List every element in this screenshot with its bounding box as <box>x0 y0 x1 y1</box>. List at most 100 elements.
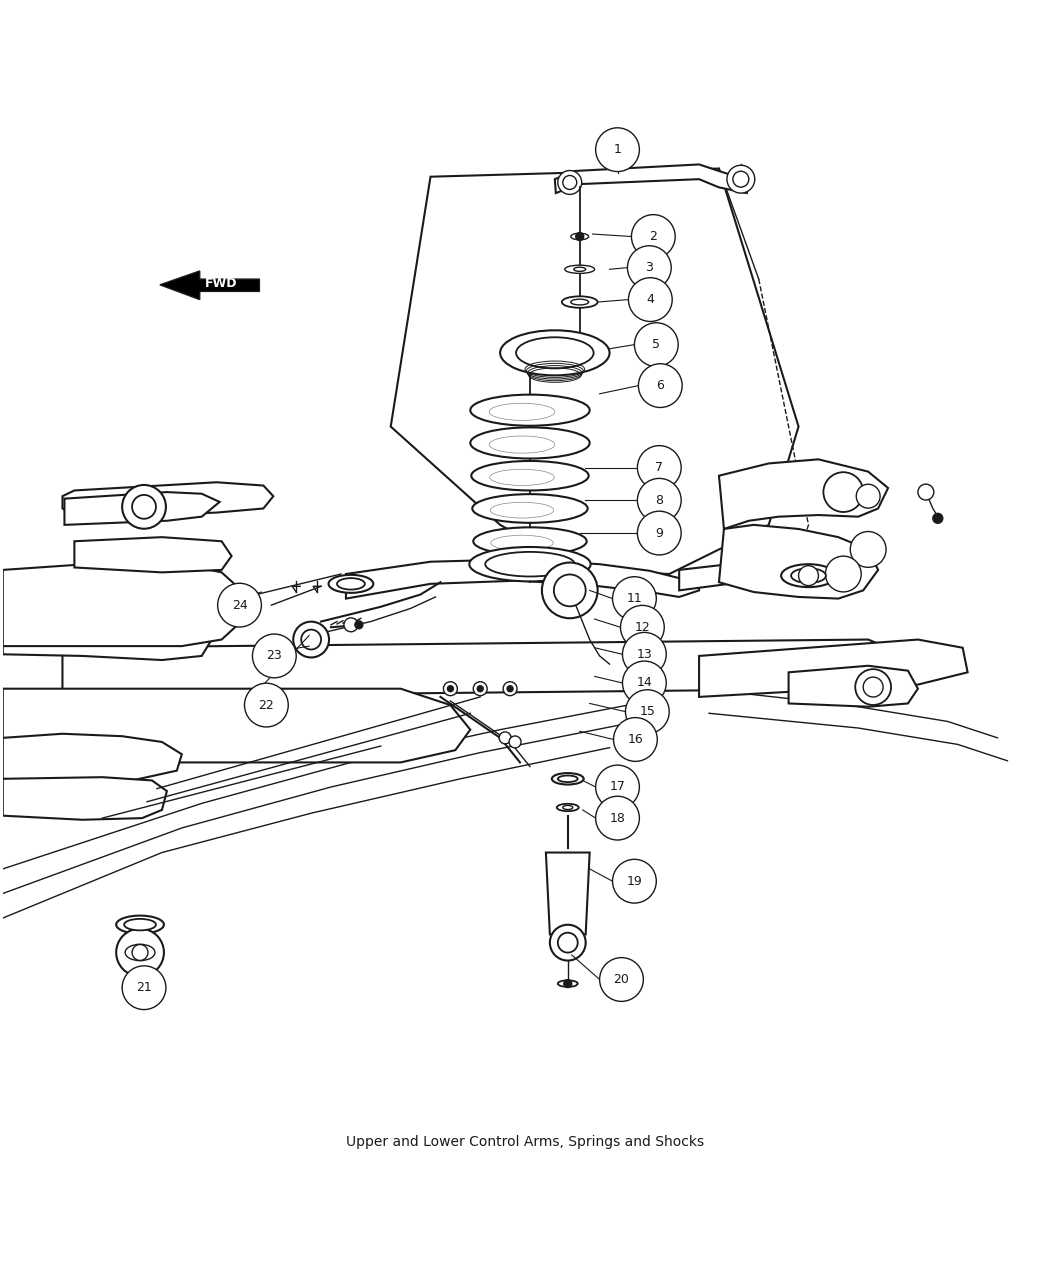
Text: 7: 7 <box>655 462 664 474</box>
Circle shape <box>217 583 261 627</box>
Circle shape <box>595 797 639 840</box>
Text: 4: 4 <box>647 293 654 306</box>
Text: 6: 6 <box>656 379 665 393</box>
Ellipse shape <box>471 462 589 491</box>
Ellipse shape <box>470 395 590 426</box>
Text: 16: 16 <box>628 733 644 746</box>
Circle shape <box>628 246 671 289</box>
Circle shape <box>575 232 584 241</box>
Ellipse shape <box>500 330 610 375</box>
Text: 9: 9 <box>655 527 664 539</box>
Circle shape <box>600 958 644 1001</box>
Circle shape <box>499 732 511 743</box>
Circle shape <box>631 214 675 259</box>
Ellipse shape <box>474 528 587 555</box>
Circle shape <box>637 511 681 555</box>
Circle shape <box>613 718 657 761</box>
Circle shape <box>344 618 358 632</box>
Polygon shape <box>719 459 888 529</box>
Circle shape <box>301 630 321 649</box>
Circle shape <box>634 323 678 366</box>
Text: 13: 13 <box>636 648 652 660</box>
Ellipse shape <box>125 945 155 960</box>
Ellipse shape <box>469 547 591 581</box>
Polygon shape <box>699 640 968 697</box>
Polygon shape <box>3 603 212 660</box>
Circle shape <box>850 532 886 567</box>
Ellipse shape <box>558 980 578 987</box>
Ellipse shape <box>485 552 574 576</box>
Circle shape <box>621 606 665 649</box>
Text: 2: 2 <box>649 230 657 244</box>
Circle shape <box>595 128 639 172</box>
Circle shape <box>563 176 576 190</box>
Text: FWD: FWD <box>205 277 237 289</box>
Circle shape <box>503 682 517 696</box>
Circle shape <box>558 171 582 194</box>
Polygon shape <box>3 688 470 762</box>
Circle shape <box>629 278 672 321</box>
Text: 15: 15 <box>639 705 655 718</box>
Circle shape <box>509 736 521 748</box>
Circle shape <box>542 562 597 618</box>
Circle shape <box>558 933 578 952</box>
Circle shape <box>626 690 669 733</box>
Ellipse shape <box>124 919 156 931</box>
Ellipse shape <box>516 338 593 368</box>
Circle shape <box>932 514 943 523</box>
Polygon shape <box>3 562 242 646</box>
Ellipse shape <box>791 569 826 583</box>
Ellipse shape <box>329 575 374 593</box>
Circle shape <box>637 478 681 523</box>
Circle shape <box>727 166 755 193</box>
Ellipse shape <box>472 495 588 523</box>
Text: 14: 14 <box>636 677 652 690</box>
Polygon shape <box>719 525 878 598</box>
Polygon shape <box>679 560 808 590</box>
Ellipse shape <box>556 803 579 811</box>
Ellipse shape <box>571 233 589 240</box>
Text: 18: 18 <box>610 812 626 825</box>
Ellipse shape <box>117 915 164 933</box>
Ellipse shape <box>573 268 586 272</box>
Ellipse shape <box>558 775 578 782</box>
Circle shape <box>132 495 156 519</box>
Circle shape <box>918 484 933 500</box>
Polygon shape <box>3 733 182 783</box>
Text: 1: 1 <box>613 143 622 156</box>
Circle shape <box>863 677 883 697</box>
Polygon shape <box>75 537 232 572</box>
Circle shape <box>595 765 639 808</box>
Text: Upper and Lower Control Arms, Springs and Shocks: Upper and Lower Control Arms, Springs an… <box>345 1135 705 1149</box>
Ellipse shape <box>781 564 836 586</box>
Polygon shape <box>391 168 799 574</box>
Text: 21: 21 <box>136 982 152 994</box>
Ellipse shape <box>552 773 584 784</box>
Circle shape <box>856 484 880 509</box>
Text: 22: 22 <box>258 699 274 711</box>
Circle shape <box>117 928 164 977</box>
Text: 11: 11 <box>627 592 643 606</box>
Circle shape <box>443 682 458 696</box>
Circle shape <box>825 556 861 592</box>
Circle shape <box>252 634 296 678</box>
Circle shape <box>612 859 656 903</box>
Circle shape <box>132 945 148 960</box>
Ellipse shape <box>470 427 590 459</box>
Polygon shape <box>62 640 903 697</box>
Circle shape <box>245 683 289 727</box>
Text: 23: 23 <box>267 649 282 663</box>
Text: 20: 20 <box>613 973 629 986</box>
Polygon shape <box>64 492 219 525</box>
Text: 24: 24 <box>232 599 248 612</box>
Circle shape <box>122 484 166 529</box>
Circle shape <box>623 660 667 705</box>
Polygon shape <box>160 270 259 300</box>
Circle shape <box>733 171 749 187</box>
Polygon shape <box>546 853 590 935</box>
Circle shape <box>355 621 363 629</box>
Text: 19: 19 <box>627 875 643 887</box>
Circle shape <box>638 363 682 408</box>
Circle shape <box>293 622 329 658</box>
Ellipse shape <box>337 578 364 589</box>
